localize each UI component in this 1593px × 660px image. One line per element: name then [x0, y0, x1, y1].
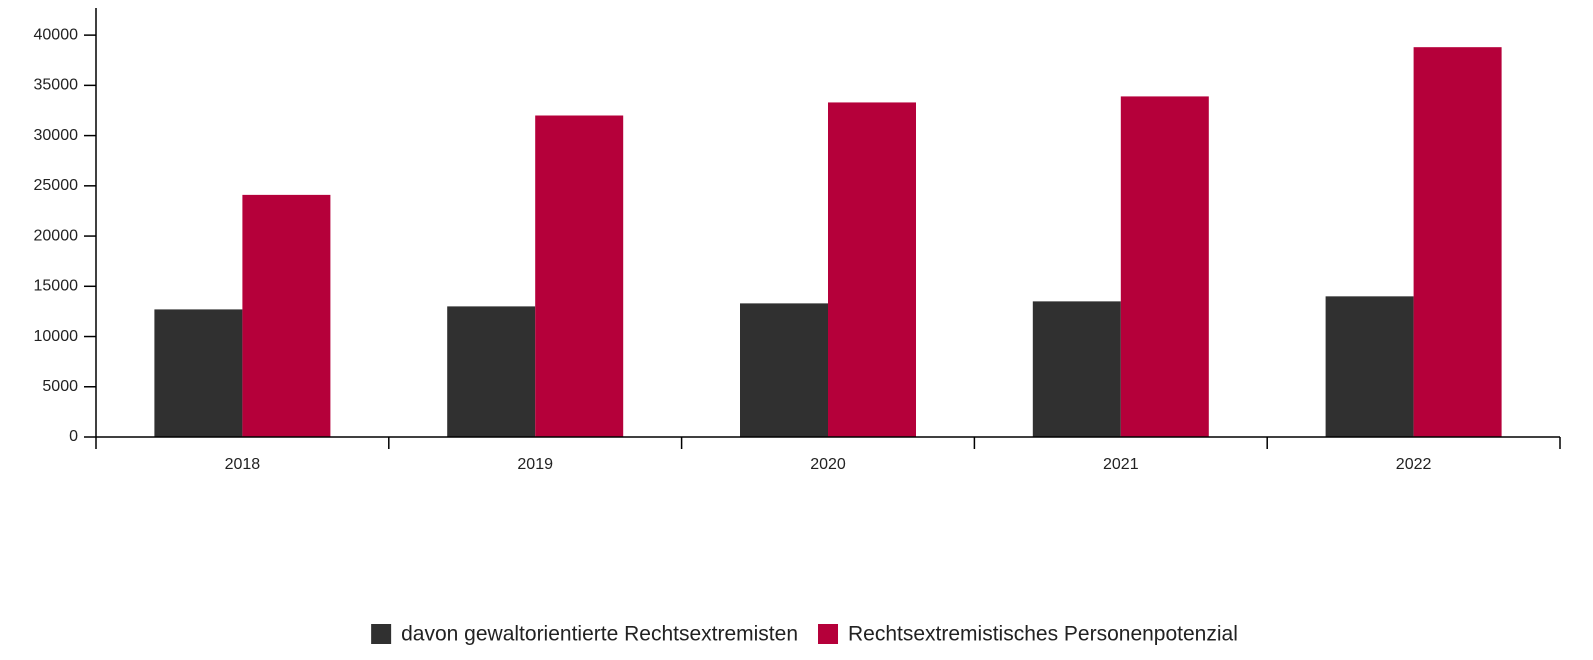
- bar: [1325, 296, 1414, 437]
- bar: [1032, 301, 1121, 437]
- bar: [828, 102, 916, 438]
- legend: davon gewaltorientierte Rechtsextremiste…: [371, 623, 1238, 646]
- x-tick-label: 2018: [225, 456, 261, 473]
- legend-label: Rechtsextremistisches Personenpotenzial: [848, 623, 1238, 646]
- y-tick-label: 10000: [34, 328, 79, 345]
- x-tick-label: 2022: [1396, 456, 1432, 473]
- y-tick-label: 0: [69, 428, 78, 445]
- y-tick-label: 30000: [34, 127, 79, 144]
- y-tick-label: 35000: [34, 77, 79, 94]
- x-tick-label: 2019: [517, 456, 553, 473]
- bar: [740, 303, 828, 437]
- x-tick-label: 2020: [810, 456, 846, 473]
- bar: [447, 306, 536, 437]
- y-tick-label: 20000: [34, 227, 79, 244]
- bar: [1120, 96, 1209, 438]
- x-tick-label: 2021: [1103, 456, 1139, 473]
- legend-label: davon gewaltorientierte Rechtsextremiste…: [401, 623, 798, 646]
- bar: [535, 115, 624, 438]
- y-tick-label: 40000: [34, 26, 79, 43]
- legend-swatch: [818, 624, 839, 644]
- y-tick-label: 25000: [34, 177, 79, 194]
- bar: [242, 194, 331, 437]
- y-tick-label: 5000: [42, 378, 78, 395]
- legend-swatch: [371, 624, 392, 644]
- bar: [154, 309, 243, 437]
- y-tick-label: 15000: [34, 278, 79, 295]
- bar: [1413, 47, 1502, 437]
